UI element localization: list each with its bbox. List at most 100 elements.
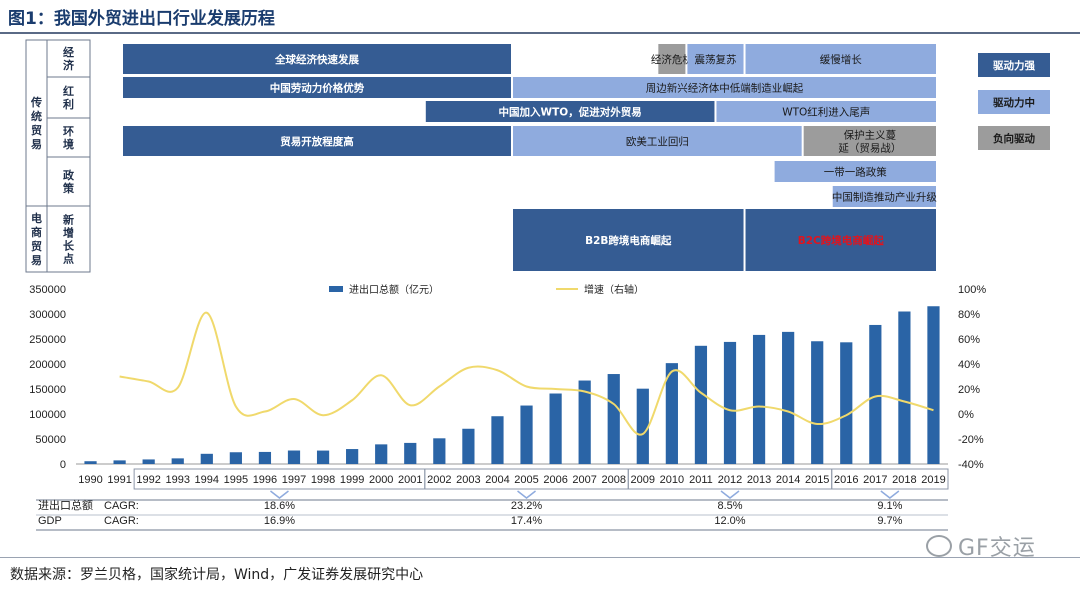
bar-trade-total bbox=[142, 459, 155, 464]
x-tick-label: 2017 bbox=[863, 474, 887, 486]
bar-trade-total bbox=[433, 438, 446, 464]
row-group-label: 商 bbox=[31, 225, 42, 239]
x-tick-label: 1994 bbox=[195, 474, 219, 486]
timeline-bar: WTO红利进入尾声 bbox=[716, 101, 936, 122]
row-group-label: 电 bbox=[31, 211, 42, 225]
timeline-bar-fill bbox=[123, 44, 511, 74]
timeline-legend-item: 驱动力强 bbox=[978, 53, 1050, 77]
timeline-bar-label: 缓慢增长 bbox=[820, 53, 862, 66]
timeline-legend-swatch bbox=[978, 53, 1050, 77]
timeline-bar: 周边新兴经济体中低端制造业崛起 bbox=[513, 77, 936, 98]
y-left-tick-label: 100000 bbox=[29, 409, 66, 421]
x-tick-label: 1996 bbox=[253, 474, 277, 486]
timeline-bar-label: B2C跨境电商崛起 bbox=[798, 234, 885, 247]
bar-trade-total bbox=[869, 324, 882, 464]
bar-trade-total bbox=[927, 306, 940, 464]
timeline-bar-label: 全球经济快速发展 bbox=[274, 53, 359, 66]
x-tick-label: 1992 bbox=[136, 474, 160, 486]
source-note: 数据来源：罗兰贝格，国家统计局，Wind，广发证券发展研究中心 bbox=[10, 567, 424, 583]
row-group-label: 传 bbox=[30, 95, 42, 109]
timeline-bar: 欧美工业回归 bbox=[513, 126, 802, 156]
timeline-bar: 经济危机 bbox=[651, 44, 693, 74]
period-arrow-icon bbox=[517, 490, 536, 499]
y-left-tick-label: 0 bbox=[60, 459, 66, 471]
row-label: 新 bbox=[63, 213, 74, 227]
cagr-metric-label: CAGR: bbox=[104, 500, 139, 512]
timeline-bar-fill bbox=[745, 44, 936, 74]
y-left-tick-label: 200000 bbox=[29, 359, 66, 371]
bar-trade-total bbox=[782, 331, 795, 464]
bar-trade-total bbox=[898, 311, 911, 464]
legend-swatch-bars bbox=[329, 286, 343, 292]
timeline-legend-item: 驱动力中 bbox=[978, 90, 1050, 114]
x-tick-label: 2014 bbox=[776, 474, 800, 486]
timeline-bar-fill bbox=[803, 126, 936, 156]
x-tick-label: 2016 bbox=[834, 474, 858, 486]
row-group-label: 贸 bbox=[31, 239, 42, 253]
x-tick-label: 2009 bbox=[631, 474, 655, 486]
timeline-bar: 贸易开放程度高 bbox=[123, 126, 511, 156]
timeline-bar-label: 保护主义蔓 bbox=[844, 129, 897, 142]
row-label: 利 bbox=[63, 97, 74, 111]
row-group-label: 易 bbox=[31, 254, 42, 267]
y-left-tick-label: 250000 bbox=[29, 334, 66, 346]
timeline-bar-label: 一带一路政策 bbox=[824, 166, 887, 179]
y-left-tick-label: 350000 bbox=[29, 284, 66, 296]
timeline-bar-fill bbox=[513, 209, 744, 271]
row-label: 长 bbox=[63, 239, 75, 253]
row-label: 红 bbox=[63, 84, 74, 98]
timeline-bar-label: 中国劳动力价格优势 bbox=[270, 82, 365, 95]
timeline-bar-fill bbox=[832, 186, 936, 207]
x-tick-label: 2010 bbox=[660, 474, 684, 486]
figure-title: 图1：我国外贸进出口行业发展历程 bbox=[8, 9, 275, 29]
legend-label-bars: 进出口总额（亿元） bbox=[349, 283, 439, 296]
timeline-bar-label: 延（贸易战） bbox=[838, 143, 901, 155]
wechat-icon bbox=[926, 535, 952, 557]
timeline-legend-label: 负向驱动 bbox=[993, 132, 1035, 145]
x-tick-label: 2007 bbox=[572, 474, 596, 486]
y-right-tick-label: 40% bbox=[958, 359, 980, 371]
timeline-bar-fill bbox=[123, 126, 511, 156]
y-left-tick-label: 150000 bbox=[29, 384, 66, 396]
y-right-tick-label: -20% bbox=[958, 434, 984, 446]
bar-trade-total bbox=[346, 449, 359, 464]
bar-trade-total bbox=[607, 374, 620, 464]
legend-label-line: 增速（右轴） bbox=[584, 283, 644, 296]
cagr-metric-label: CAGR: bbox=[104, 515, 139, 527]
x-tick-label: 1998 bbox=[311, 474, 335, 486]
timeline-bar: 中国制造推动产业升级 bbox=[832, 186, 937, 207]
bar-trade-total bbox=[694, 345, 708, 464]
timeline-bar-fill bbox=[774, 161, 936, 182]
x-tick-label: 2008 bbox=[601, 474, 625, 486]
timeline-legend-swatch bbox=[978, 126, 1050, 150]
bar-trade-total bbox=[665, 363, 678, 464]
x-tick-label: 2003 bbox=[456, 474, 480, 486]
growth-rate-line bbox=[119, 311, 934, 436]
bar-trade-total bbox=[113, 460, 126, 464]
y-right-tick-label: 60% bbox=[958, 334, 980, 346]
bar-trade-total bbox=[229, 452, 242, 464]
timeline-bar: 缓慢增长 bbox=[745, 44, 936, 74]
timeline-bar-label: B2B跨境电商崛起 bbox=[585, 234, 672, 247]
bar-trade-total bbox=[840, 342, 853, 464]
timeline-bar-fill bbox=[716, 101, 936, 122]
x-tick-label: 2002 bbox=[427, 474, 451, 486]
x-tick-label: 2018 bbox=[892, 474, 916, 486]
bar-trade-total bbox=[404, 442, 417, 464]
row-label: 境 bbox=[63, 137, 74, 151]
timeline-bar-fill bbox=[513, 77, 936, 98]
x-tick-label: 1991 bbox=[107, 474, 131, 486]
cagr-value: 18.6% bbox=[264, 500, 295, 512]
x-tick-label: 2015 bbox=[805, 474, 829, 486]
y-right-tick-label: -40% bbox=[958, 459, 984, 471]
row-label: 济 bbox=[63, 58, 75, 72]
timeline-bar-label: 贸易开放程度高 bbox=[280, 135, 354, 148]
timeline-bar: 震荡复苏 bbox=[687, 44, 744, 74]
x-tick-label: 1999 bbox=[340, 474, 364, 486]
bar-trade-total bbox=[491, 416, 504, 464]
x-tick-label: 2005 bbox=[514, 474, 538, 486]
timeline-bar: 全球经济快速发展 bbox=[123, 44, 511, 74]
period-arrow-icon bbox=[270, 490, 289, 499]
